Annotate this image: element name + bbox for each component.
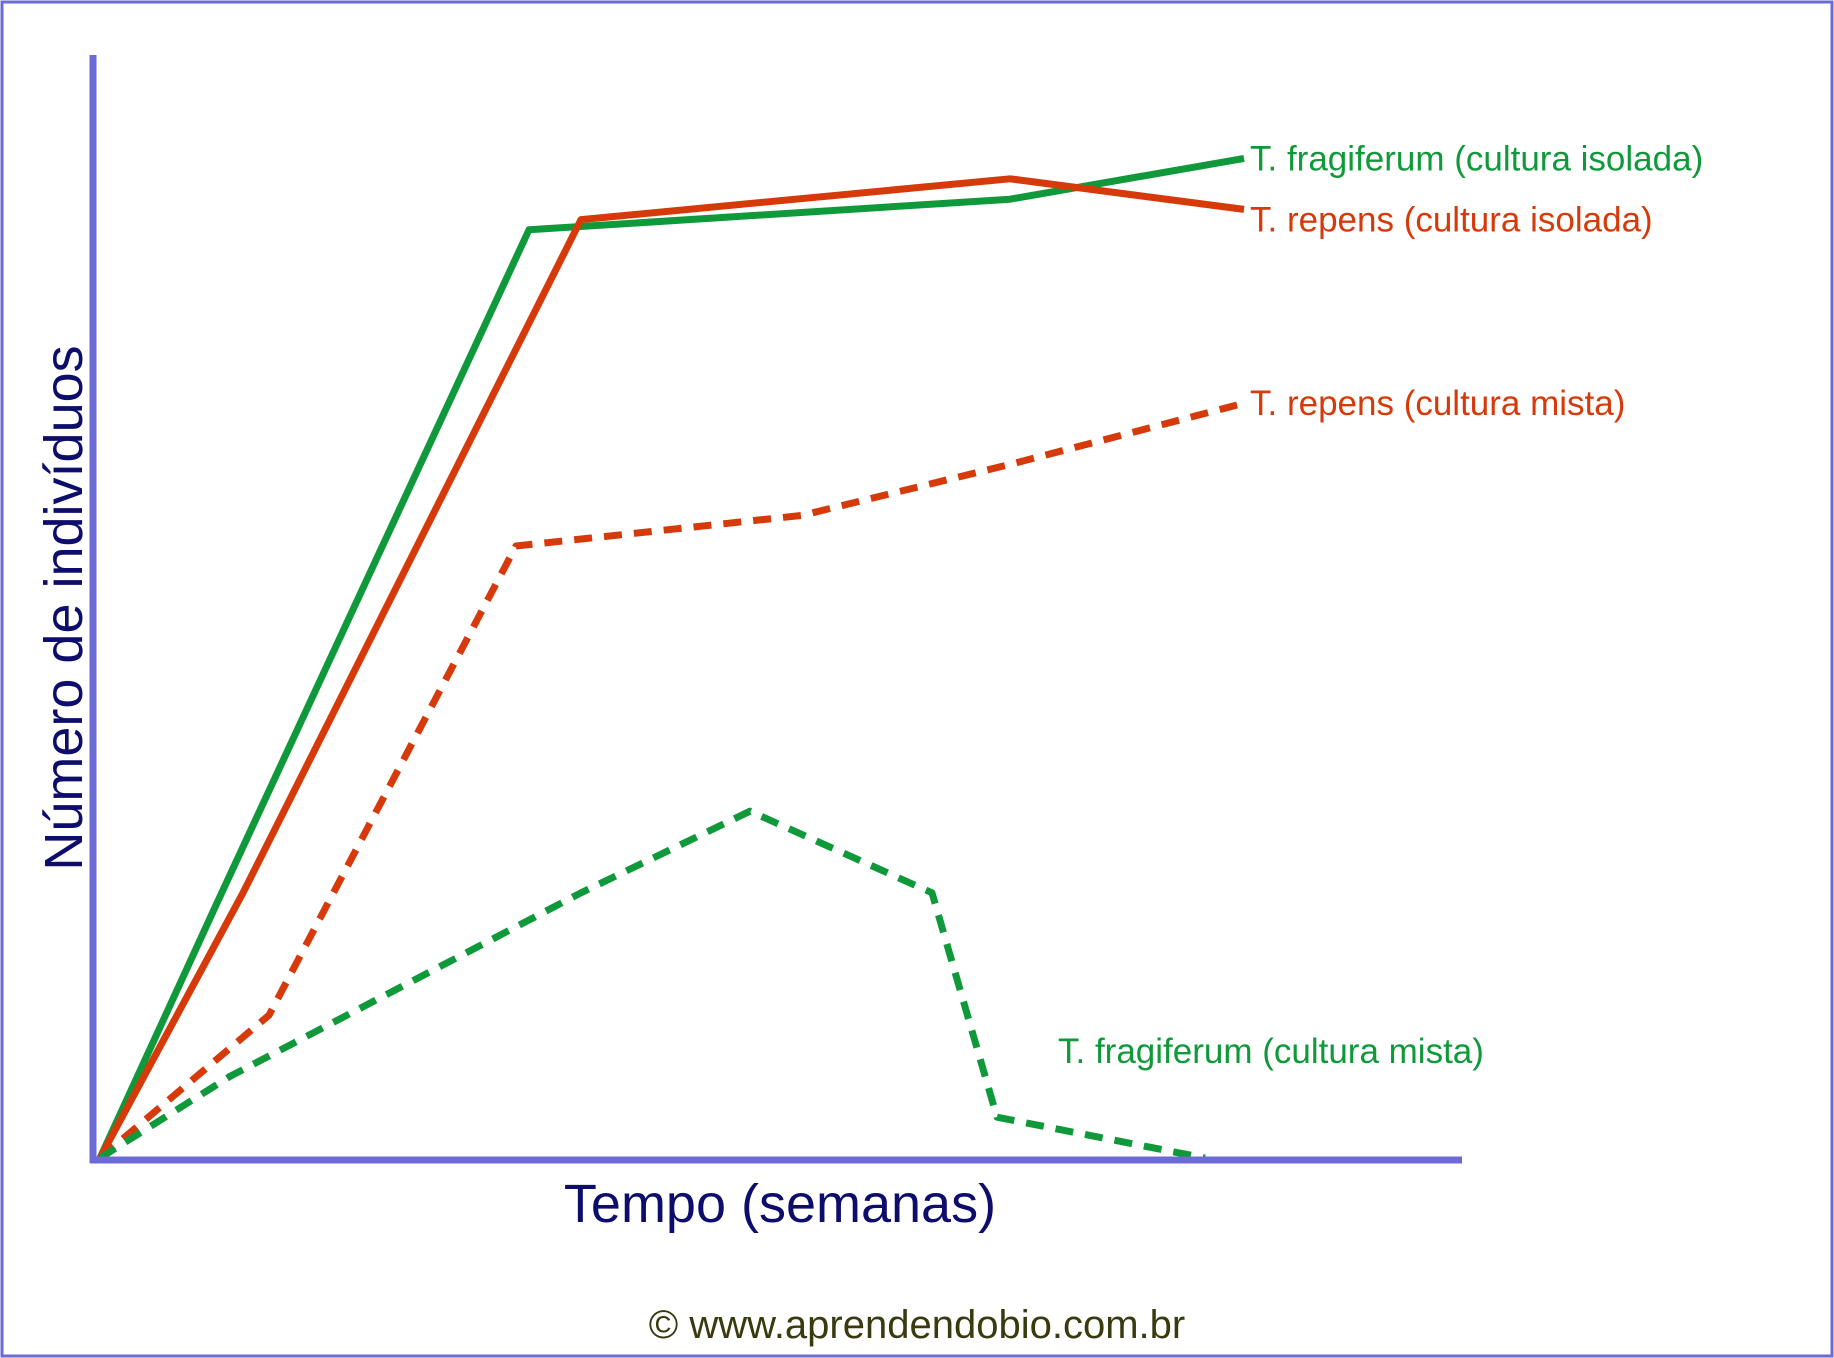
series-line-repens-mista <box>97 399 1245 1161</box>
series-label-repens-mista: T. repens (cultura mista) <box>1250 384 1625 423</box>
series-label-layer: T. fragiferum (cultura isolada) T. repens… <box>1058 139 1703 1071</box>
x-axis-title: Tempo (semanas) <box>564 1174 996 1234</box>
series-line-repens-isolada <box>96 175 1245 1160</box>
series-label-repens-isolada: T. repens (cultura isolada) <box>1250 200 1653 239</box>
copyright-credit: © www.aprendendobio.com.br <box>649 1303 1185 1347</box>
series-line-fragiferum-mista <box>98 807 1206 1162</box>
series-label-fragiferum-isolada: T. fragiferum (cultura isolada) <box>1250 139 1703 178</box>
series-layer <box>96 154 1245 1162</box>
series-label-fragiferum-mista: T. fragiferum (cultura mista) <box>1058 1032 1484 1071</box>
y-axis-title: Número de indivíduos <box>34 345 94 870</box>
